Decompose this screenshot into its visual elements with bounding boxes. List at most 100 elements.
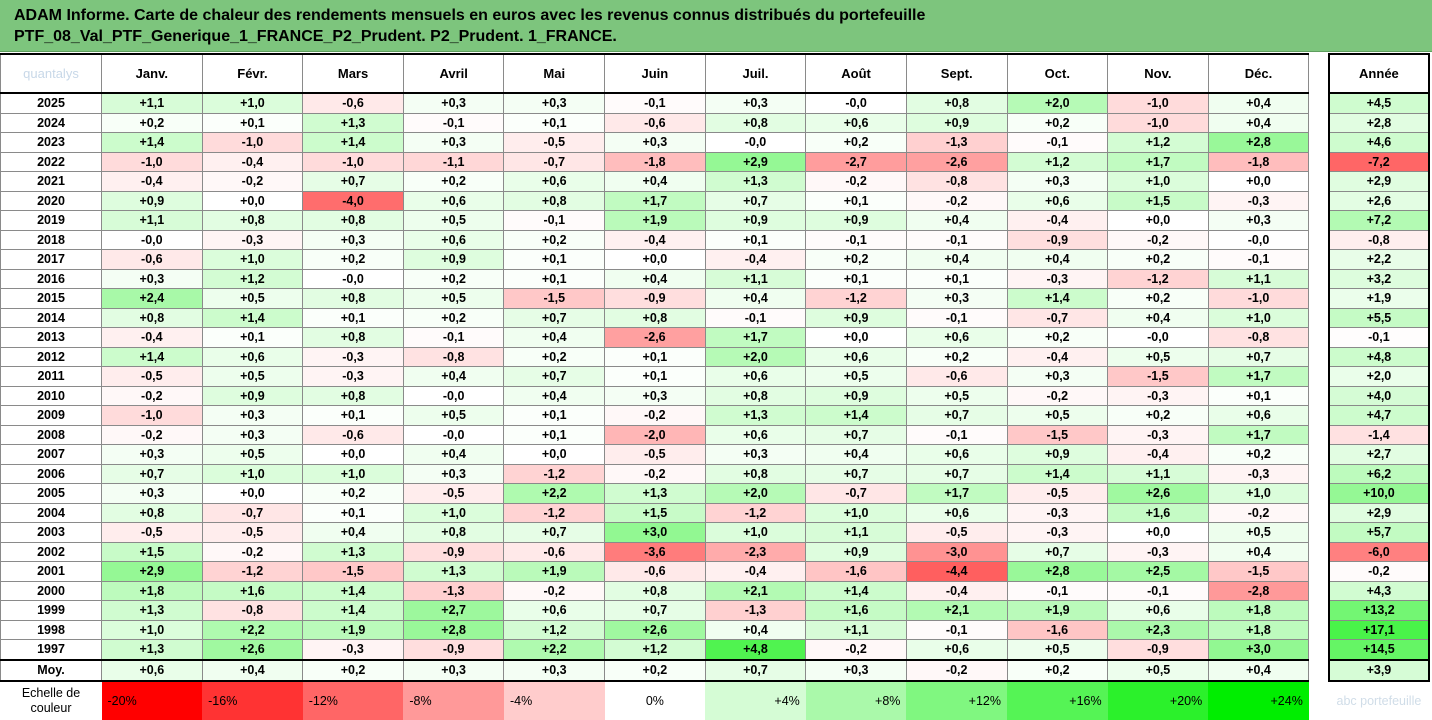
heat-cell: +1,0	[302, 463, 404, 484]
heat-cell: +2,0	[704, 346, 807, 367]
heat-cell: +2,0	[704, 483, 807, 504]
annual-cell: +13,2	[1327, 600, 1431, 621]
heat-cell: -0,9	[1006, 229, 1109, 250]
heat-cell: -0,7	[503, 151, 606, 172]
row-year-label: 2023	[0, 132, 103, 153]
average-cell: +0,3	[805, 658, 907, 682]
heat-cell: -0,5	[402, 483, 505, 504]
heat-cell: -0,0	[101, 229, 203, 250]
row-year-label: 2015	[0, 288, 103, 309]
heat-cell: +0,4	[402, 444, 505, 465]
heat-cell: +1,9	[503, 561, 606, 582]
heat-cell: +0,5	[201, 444, 304, 465]
annual-cell: +17,1	[1327, 619, 1431, 640]
heat-cell: +0,6	[503, 600, 606, 621]
heat-cell: +1,3	[402, 561, 505, 582]
annual-cell: +2,8	[1327, 112, 1431, 133]
heat-cell: +0,3	[402, 92, 505, 114]
heat-cell: -1,5	[302, 561, 404, 582]
heat-cell: +0,0	[604, 249, 706, 270]
heat-cell: -0,5	[604, 444, 706, 465]
heat-cell: +0,4	[402, 366, 505, 387]
heat-cell: -1,2	[1107, 268, 1209, 289]
average-cell: +0,2	[302, 658, 404, 682]
heat-cell: +0,7	[503, 307, 606, 328]
heat-cell: -0,2	[201, 541, 304, 562]
heat-cell: -0,9	[402, 541, 505, 562]
heat-cell: +0,1	[604, 366, 706, 387]
heat-cell: -0,6	[101, 249, 203, 270]
heat-cell: -0,5	[1006, 483, 1109, 504]
heat-cell: +2,2	[503, 639, 606, 660]
heat-cell: -0,4	[1006, 210, 1109, 231]
heat-cell: +0,9	[402, 249, 505, 270]
heat-cell: -0,5	[905, 522, 1008, 543]
row-year-label: 2001	[0, 561, 103, 582]
heat-cell: -0,0	[704, 132, 807, 153]
heat-cell: -0,8	[201, 600, 304, 621]
column-gap	[1308, 152, 1329, 172]
row-year-label: 2020	[0, 190, 103, 211]
heat-cell: -0,2	[905, 190, 1008, 211]
heat-cell: -0,6	[302, 424, 404, 445]
average-cell: +0,3	[402, 658, 505, 682]
row-year-label: 2008	[0, 424, 103, 445]
heat-cell: -1,0	[1107, 92, 1209, 114]
heat-cell: +1,7	[1207, 366, 1310, 387]
heat-cell: -0,7	[805, 483, 907, 504]
annual-cell: +2,7	[1327, 444, 1431, 465]
heat-cell: -1,2	[503, 502, 606, 523]
annual-cell: +10,0	[1327, 483, 1431, 504]
heat-cell: -1,0	[302, 151, 404, 172]
heat-cell: +0,6	[402, 190, 505, 211]
color-scale-swatch: +4%	[705, 680, 806, 720]
row-year-label: 2004	[0, 502, 103, 523]
row-year-label: 2010	[0, 385, 103, 406]
row-year-label: 2022	[0, 151, 103, 172]
heat-cell: +0,3	[101, 444, 203, 465]
heat-cell: +0,3	[604, 132, 706, 153]
heat-cell: -4,4	[905, 561, 1008, 582]
heat-cell: +0,6	[1006, 190, 1109, 211]
heat-cell: +0,4	[1207, 541, 1310, 562]
heat-cell: -0,0	[1207, 229, 1310, 250]
heat-cell: +0,3	[1006, 171, 1109, 192]
column-gap	[1308, 600, 1329, 620]
heat-cell: +1,0	[402, 502, 505, 523]
color-scale-swatch: 0%	[604, 680, 706, 720]
heat-cell: -0,0	[402, 385, 505, 406]
heat-cell: +2,1	[905, 600, 1008, 621]
heat-cell: +1,5	[101, 541, 203, 562]
heat-cell: +0,9	[201, 385, 304, 406]
row-year-label: 2025	[0, 92, 103, 114]
heat-cell: +0,3	[402, 132, 505, 153]
heat-cell: +2,8	[1207, 132, 1310, 153]
average-cell: +0,2	[1006, 658, 1109, 682]
column-header-9: Oct.	[1006, 53, 1109, 94]
heat-cell: -0,0	[1107, 327, 1209, 348]
heat-cell: +0,4	[604, 171, 706, 192]
heat-cell: +1,0	[704, 522, 807, 543]
heat-cell: +0,7	[1006, 541, 1109, 562]
color-scale-label-line1: Echelle de	[21, 685, 81, 700]
heat-cell: -0,2	[805, 639, 907, 660]
heat-cell: +0,6	[905, 639, 1008, 660]
heat-cell: +2,9	[101, 561, 203, 582]
heat-cell: -0,2	[101, 424, 203, 445]
heat-cell: -2,8	[1207, 580, 1310, 601]
heat-cell: +0,5	[1207, 522, 1310, 543]
heat-cell: -0,7	[1006, 307, 1109, 328]
heat-cell: +0,6	[503, 171, 606, 192]
heat-cell: +0,1	[201, 112, 304, 133]
heat-cell: +1,8	[101, 580, 203, 601]
heat-cell: +0,1	[302, 502, 404, 523]
heat-cell: -0,4	[1107, 444, 1209, 465]
heat-cell: -0,3	[1107, 385, 1209, 406]
heat-cell: -0,1	[503, 210, 606, 231]
heat-cell: +0,0	[503, 444, 606, 465]
column-gap	[1308, 113, 1329, 133]
heat-cell: +0,2	[1107, 249, 1209, 270]
heat-cell: -2,7	[805, 151, 907, 172]
heat-cell: +1,1	[805, 619, 907, 640]
heat-cell: +1,6	[1107, 502, 1209, 523]
